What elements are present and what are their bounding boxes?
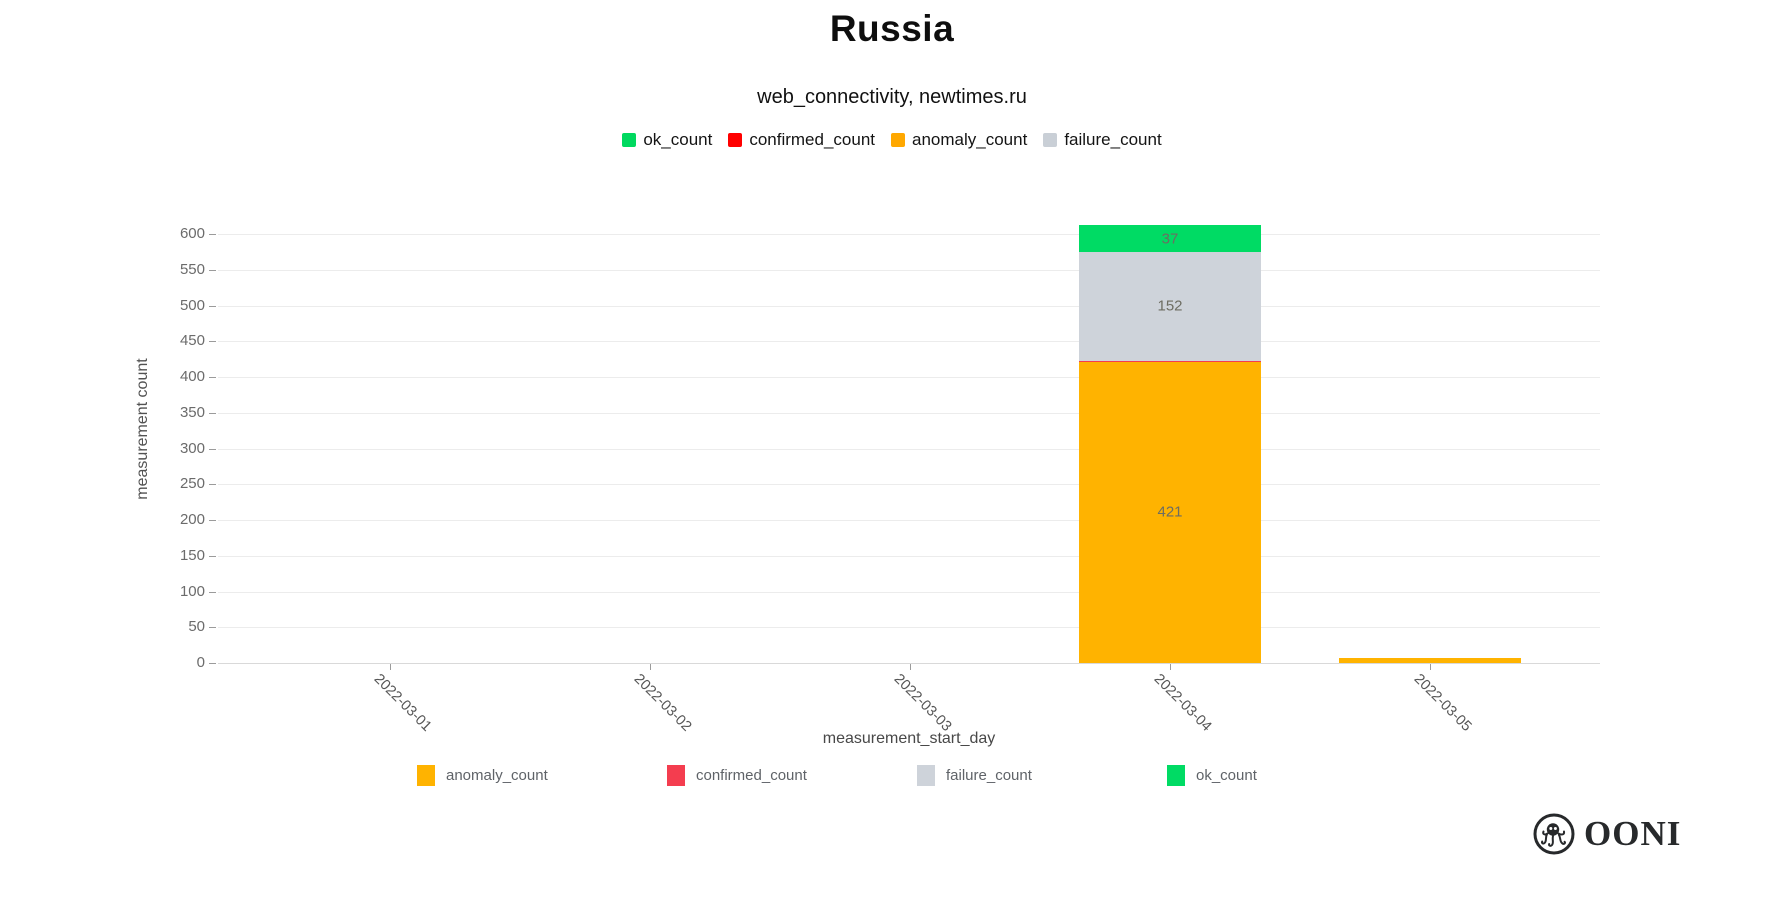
legend-swatch-failure_count	[917, 765, 935, 786]
y-tick-mark	[209, 234, 216, 235]
top-legend-item-ok_count: ok_count	[622, 130, 712, 150]
bar-segment-confirmed_count[interactable]	[1079, 360, 1261, 362]
x-tick-mark	[1170, 664, 1171, 670]
legend-swatch-ok_count	[622, 133, 637, 147]
legend-swatch-confirmed_count	[667, 765, 685, 786]
y-tick-label: 500	[179, 296, 205, 314]
y-axis-title: measurement count	[134, 358, 151, 500]
bar-segment-anomaly_count[interactable]	[1339, 657, 1521, 663]
y-gridline	[218, 627, 1600, 629]
y-tick-mark	[209, 377, 216, 378]
y-gridline	[218, 520, 1600, 521]
y-tick-label: 600	[179, 225, 205, 242]
bar-segment-value: 421	[1157, 503, 1183, 521]
y-gridline	[218, 663, 1600, 664]
x-tick-mark	[390, 664, 391, 670]
legend-swatch-ok_count	[1167, 765, 1185, 786]
x-tick-label: 2022-03-02	[630, 671, 695, 735]
y-tick-mark	[209, 448, 216, 450]
legend-label: ok_count	[1196, 767, 1257, 784]
bar-segment-value: 152	[1157, 297, 1183, 315]
y-gridline	[218, 484, 1600, 486]
legend-swatch-failure_count	[1043, 133, 1058, 147]
ooni-octopus-icon	[1533, 813, 1575, 855]
bar-segment-value: 37	[1161, 230, 1179, 248]
ooni-logo: OONI	[1532, 812, 1681, 856]
bar-segment-failure_count[interactable]	[1079, 251, 1261, 361]
y-tick-mark	[209, 269, 216, 271]
y-gridline	[218, 305, 1600, 307]
y-tick-label: 450	[179, 332, 205, 350]
y-tick-label: 200	[179, 511, 205, 528]
bar-segment-ok_count[interactable]	[1079, 225, 1261, 252]
x-tick-mark	[650, 664, 651, 670]
bar-segment-anomaly_count[interactable]	[1079, 361, 1261, 663]
x-tick-mark	[1430, 664, 1431, 670]
y-gridline	[218, 377, 1600, 378]
y-gridline	[218, 448, 1600, 450]
x-tick-label: 2022-03-01	[370, 671, 435, 735]
y-tick-mark	[209, 663, 216, 664]
top-legend-item-confirmed_count: confirmed_count	[728, 130, 875, 150]
bottom-legend-item-anomaly_count: anomaly_count	[417, 765, 548, 786]
y-tick-label: 300	[179, 439, 205, 457]
legend-label: confirmed_count	[749, 130, 876, 149]
x-tick-label: 2022-03-04	[1150, 671, 1215, 735]
x-tick-label: 2022-03-03	[890, 671, 955, 735]
y-tick-mark	[209, 484, 216, 486]
y-tick-label: 100	[179, 582, 205, 600]
y-tick-label: 50	[188, 618, 205, 636]
y-tick-mark	[209, 627, 216, 629]
y-gridline	[218, 341, 1600, 343]
bottom-legend-item-confirmed_count: confirmed_count	[667, 765, 807, 786]
top-legend-item-failure_count: failure_count	[1043, 130, 1162, 150]
top-legend: ok_count confirmed_count anomaly_count fail…	[0, 130, 1784, 150]
legend-label: ok_count	[643, 130, 713, 149]
y-gridline	[218, 234, 1600, 235]
legend-swatch-confirmed_count	[728, 133, 743, 147]
ooni-logo-text: OONI	[1584, 814, 1682, 853]
y-gridline	[218, 591, 1600, 593]
y-tick-mark	[209, 591, 216, 593]
y-tick-label: 400	[179, 368, 205, 385]
top-legend-item-anomaly_count: anomaly_count	[891, 130, 1027, 150]
y-tick-label: 350	[179, 403, 205, 421]
legend-swatch-anomaly_count	[417, 765, 435, 786]
legend-label: confirmed_count	[696, 767, 807, 784]
y-tick-mark	[209, 341, 216, 343]
y-tick-label: 150	[179, 546, 205, 564]
legend-label: anomaly_count	[912, 130, 1028, 149]
x-tick-label: 2022-03-05	[1410, 671, 1475, 735]
y-tick-mark	[209, 555, 216, 557]
legend-swatch-anomaly_count	[891, 133, 906, 147]
y-gridline	[218, 412, 1600, 414]
y-tick-mark	[209, 305, 216, 307]
y-tick-mark	[209, 412, 216, 414]
y-tick-mark	[209, 520, 216, 521]
y-tick-label: 250	[179, 475, 205, 493]
chart-title: Russia	[829, 8, 955, 49]
legend-label: failure_count	[946, 767, 1032, 784]
y-gridline	[218, 555, 1600, 557]
chart-subtitle: web_connectivity, newtimes.ru	[757, 86, 1027, 108]
x-tick-mark	[910, 664, 911, 670]
y-tick-label: 0	[196, 654, 205, 671]
y-tick-label: 550	[179, 260, 205, 278]
legend-label: anomaly_count	[446, 767, 548, 784]
bottom-legend-item-ok_count: ok_count	[1167, 765, 1257, 786]
x-axis-title: measurement_start_day	[822, 730, 996, 747]
y-gridline	[218, 269, 1600, 271]
bottom-legend-item-failure_count: failure_count	[917, 765, 1032, 786]
legend-label: failure_count	[1064, 130, 1162, 149]
